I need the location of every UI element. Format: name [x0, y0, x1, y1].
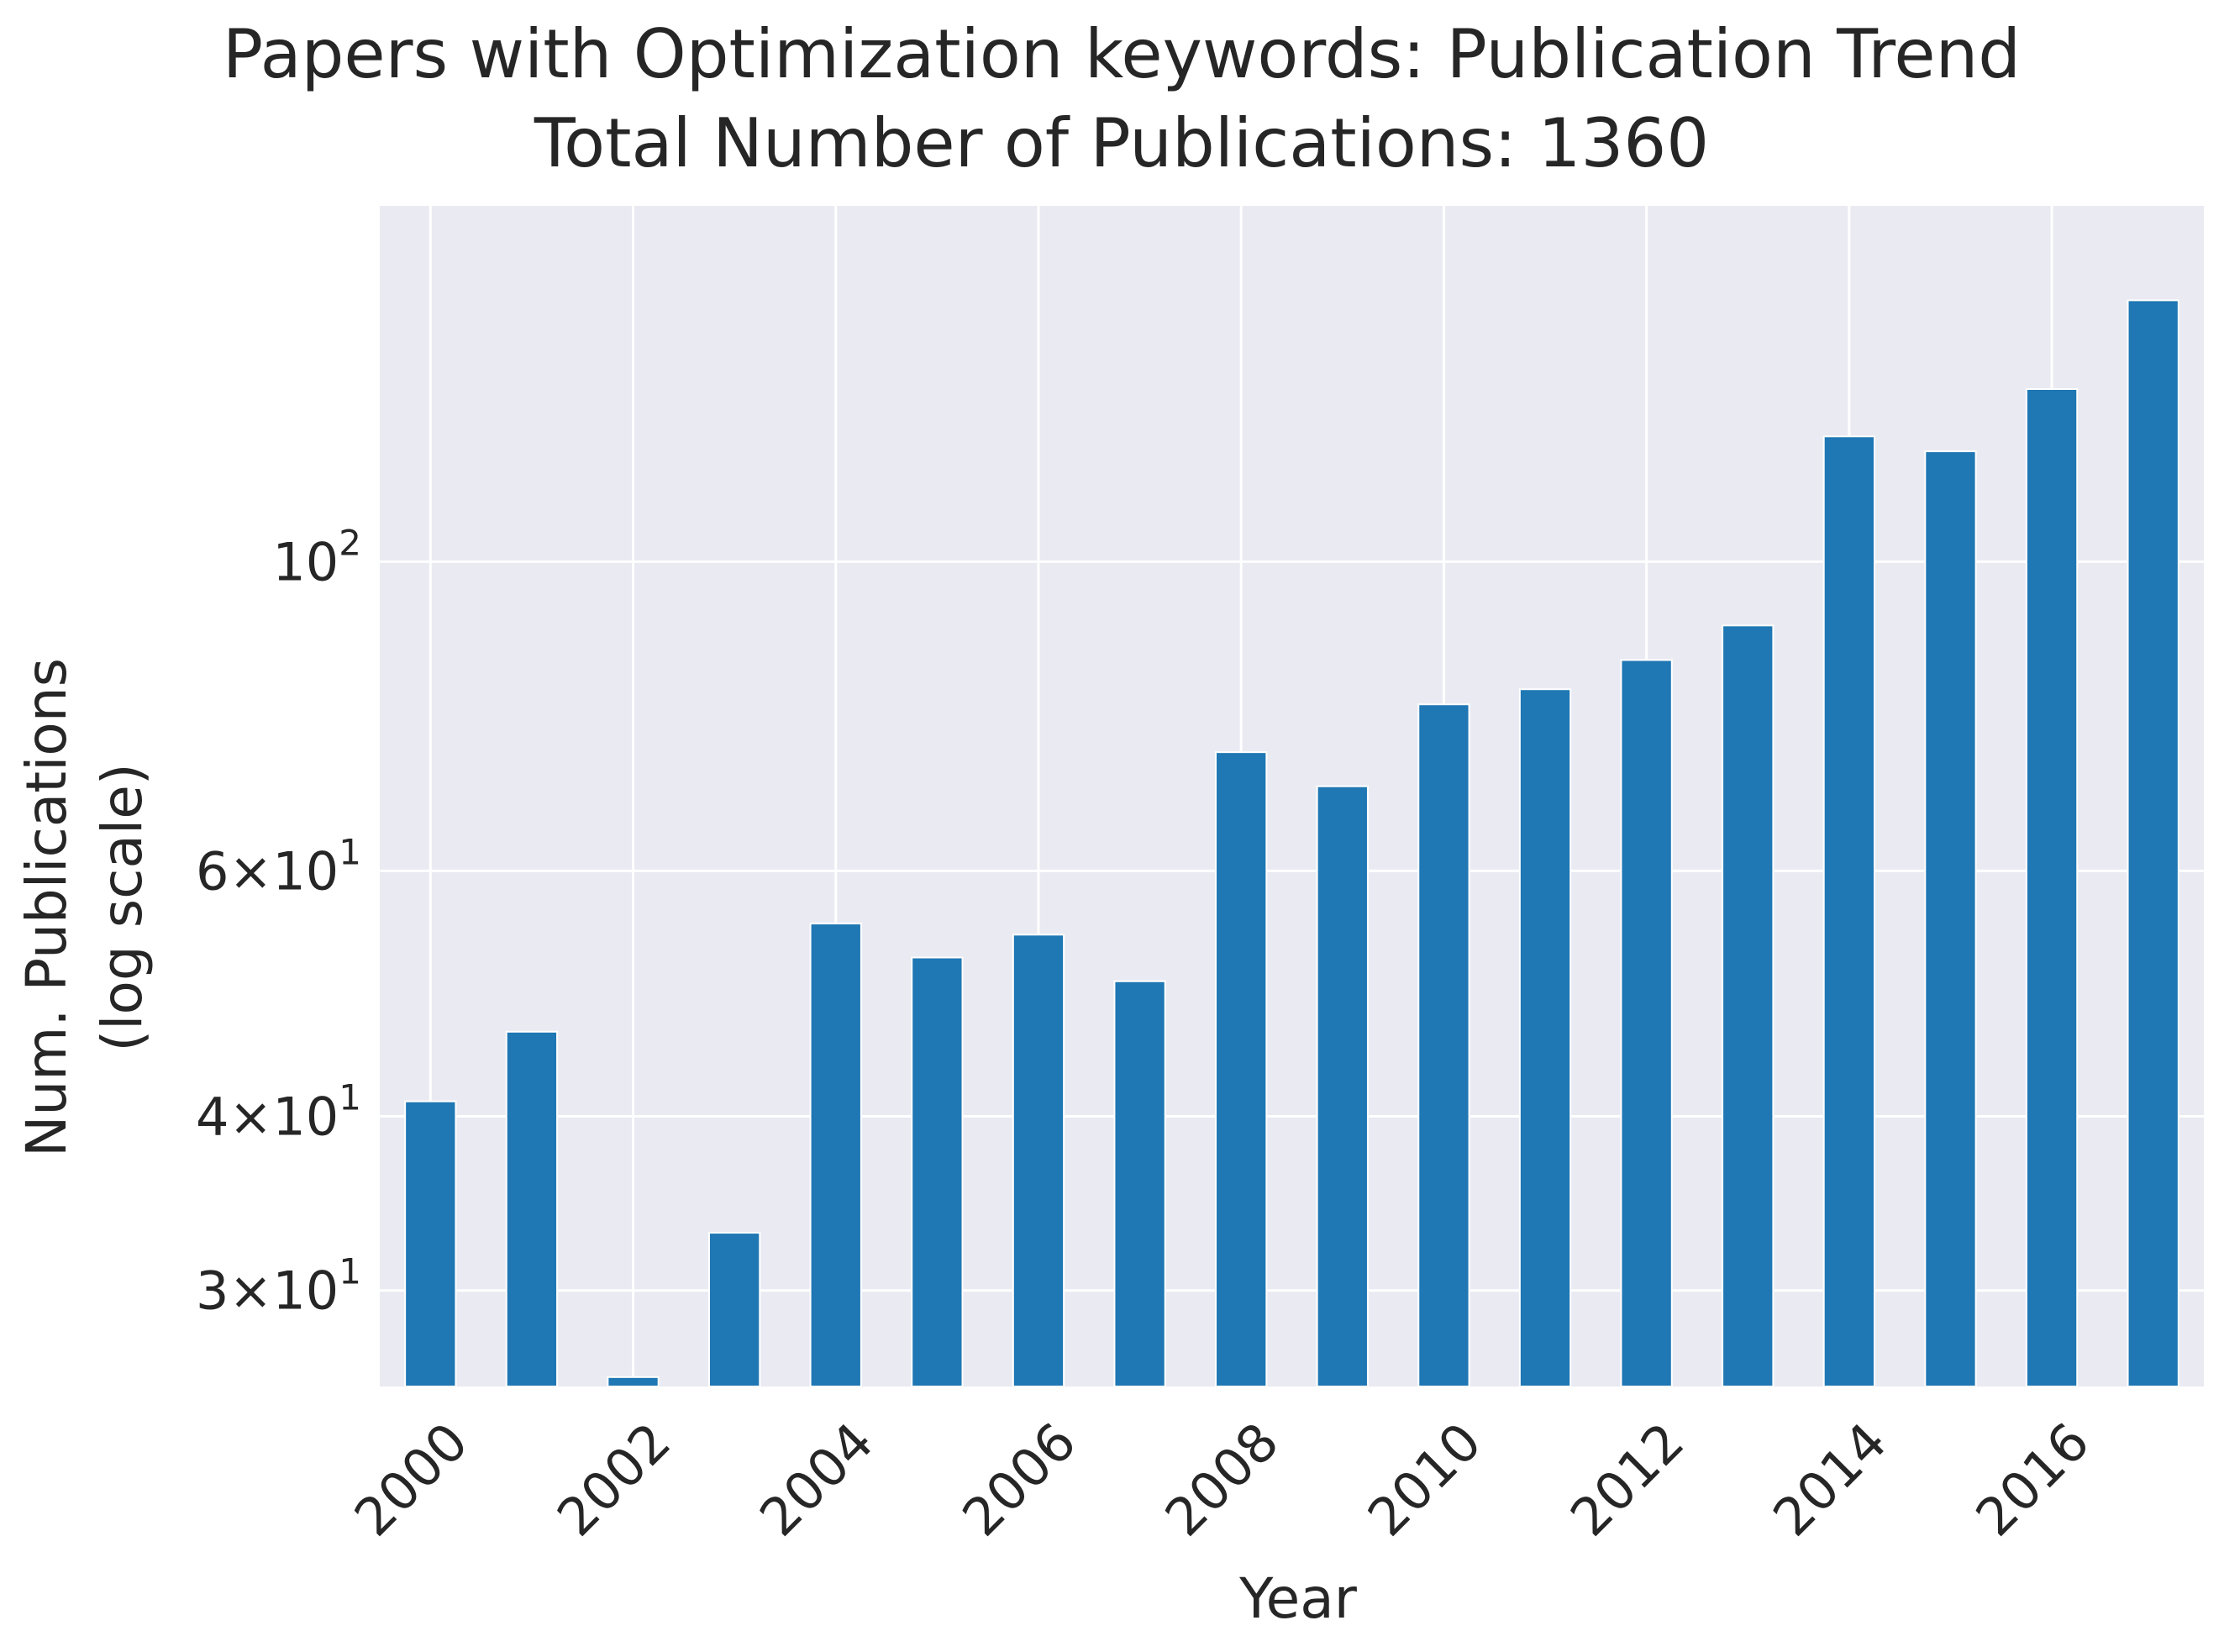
y-tick-label: 102 — [272, 522, 361, 592]
bar-2008 — [1215, 751, 1268, 1387]
bar-2016 — [2025, 387, 2079, 1388]
x-tick-label: 2012 — [1559, 1411, 1696, 1548]
svg-text:102: 102 — [272, 522, 361, 592]
bar-2004 — [809, 923, 862, 1387]
x-tick-label: 2006 — [950, 1411, 1087, 1548]
chart-title: Papers with Optimization keywords: Publi… — [223, 15, 2021, 93]
bars — [404, 299, 2179, 1388]
y-tick-label: 3×101 — [196, 1251, 361, 1322]
bar-2009 — [1316, 785, 1369, 1387]
bar-2001 — [505, 1030, 559, 1388]
bar-2000 — [404, 1100, 457, 1388]
x-tick-label: 2014 — [1761, 1411, 1898, 1548]
x-tick-label: 2004 — [748, 1411, 885, 1548]
svg-text:3×101: 3×101 — [196, 1251, 361, 1322]
bar-2006 — [1012, 934, 1065, 1387]
bar-2011 — [1518, 688, 1572, 1387]
x-tick-label: 2008 — [1154, 1411, 1291, 1548]
bar-2007 — [1113, 980, 1166, 1387]
bar-2013 — [1722, 624, 1774, 1387]
svg-text:4×101: 4×101 — [196, 1077, 361, 1148]
chart-subtitle: Total Number of Publications: 1360 — [534, 104, 1709, 182]
y-tick-label: 6×101 — [196, 831, 361, 902]
x-tick-labels: 2000 2002 2004 2006 2008 2010 2012 2014 2016 — [343, 1411, 2101, 1548]
bar-2014 — [1822, 435, 1876, 1387]
x-tick-label: 2000 — [343, 1411, 480, 1548]
bar-2017 — [2127, 299, 2179, 1387]
bar-2015 — [1924, 450, 1977, 1387]
y-tick-label: 4×101 — [196, 1077, 361, 1148]
svg-text:6×101: 6×101 — [196, 831, 361, 902]
y-axis-label: Num. Publications — [14, 658, 79, 1157]
y-tick-labels: 3×101 4×101 6×101 102 — [196, 522, 361, 1321]
x-tick-label: 2016 — [1964, 1411, 2100, 1548]
plot-background — [380, 206, 2204, 1386]
bar-2003 — [707, 1232, 761, 1388]
x-axis-label: Year — [1238, 1566, 1358, 1631]
bar-2002 — [607, 1376, 660, 1388]
bar-2005 — [911, 956, 964, 1388]
bar-2010 — [1417, 703, 1470, 1387]
x-tick-label: 2010 — [1356, 1411, 1493, 1548]
y-axis-label-line2: (log scale) — [90, 763, 155, 1051]
x-tick-label: 2002 — [545, 1411, 682, 1548]
bar-2012 — [1620, 659, 1673, 1387]
